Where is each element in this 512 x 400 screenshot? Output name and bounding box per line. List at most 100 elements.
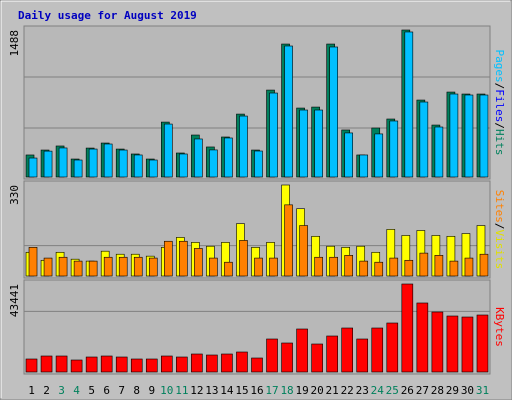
x-tick-label: 31 [476,384,489,397]
bar [28,157,38,178]
x-tick-label: 5 [88,384,95,397]
bar [431,311,444,373]
bar [88,260,98,277]
bar [329,46,338,178]
bar [461,316,474,373]
bar [371,327,384,373]
bar [374,133,384,178]
bar [284,45,293,178]
bar [269,257,278,277]
side-label-part: Pages [493,50,506,83]
bar [446,315,459,373]
x-tick-label: 25 [386,384,399,397]
bar [209,257,218,277]
bar [239,115,248,178]
bar [344,255,353,277]
bar [194,138,203,178]
bar [464,257,474,277]
bar [176,356,188,373]
x-tick-label: 29 [446,384,459,397]
bar [479,253,489,277]
bar [296,328,308,373]
bar [224,137,233,178]
x-tick-label: 13 [205,384,218,397]
x-tick-label: 19 [295,384,308,397]
bar [100,355,113,373]
bar [70,359,83,373]
side-label: Pages/Files/Hits [493,50,506,156]
bar [179,240,188,277]
bar [73,159,83,178]
x-tick-label: 16 [250,384,263,397]
bar [58,147,68,178]
bar [464,94,474,178]
bar [133,154,143,178]
bar [416,302,429,373]
bar [85,356,98,373]
bar [359,260,369,277]
x-tick-label: 3 [58,384,65,397]
bar [115,356,128,373]
bar [401,283,414,373]
x-tick-label: 7 [118,384,125,397]
chart-title: Daily usage for August 2019 [18,9,197,22]
bar [374,261,384,277]
bar [344,132,353,178]
bar [118,149,128,178]
bar [251,357,263,373]
x-tick-label: 27 [416,384,429,397]
bar [476,314,489,373]
bar [148,257,158,277]
bar [389,257,399,277]
bar [299,225,308,277]
bar [356,338,369,373]
bar [133,256,143,277]
x-tick-label: 12 [190,384,203,397]
bar [224,261,233,277]
bar [314,109,323,178]
bar [236,351,248,373]
x-tick-label: 17 [265,384,278,397]
x-tick-label: 4 [73,384,80,397]
x-tick-label: 11 [175,384,188,397]
bar [389,120,399,178]
bar [266,338,278,373]
bar [359,154,369,178]
bar [164,123,173,178]
bar [161,355,173,373]
bar [58,256,68,277]
side-label: KBytes [493,307,506,347]
bar [130,358,143,373]
bar [311,343,323,373]
bar [386,322,399,373]
bar [43,257,53,277]
x-tick-label: 20 [311,384,324,397]
bar [314,256,323,277]
side-label-part: / [493,122,506,129]
side-label-part: / [493,223,506,230]
bar [25,358,38,373]
bar [194,248,203,277]
bar [103,143,113,178]
x-tick-label: 30 [461,384,474,397]
x-tick-label: 2 [43,384,50,397]
bar [179,153,188,178]
x-tick-label: 1 [28,384,35,397]
x-tick-label: 8 [133,384,140,397]
x-tick-label: 24 [371,384,385,397]
x-tick-label: 9 [148,384,155,397]
bar [434,126,444,178]
bar [206,354,218,373]
x-tick-label: 26 [401,384,414,397]
bar [103,256,113,277]
bar [148,159,158,178]
x-tick-label: 23 [356,384,369,397]
bar [43,150,53,178]
side-label: Sites/Visits [493,190,506,270]
bar [404,259,414,277]
bar [329,256,338,277]
bar [88,148,98,178]
bar [449,260,459,277]
side-label-part: Sites [493,190,506,223]
